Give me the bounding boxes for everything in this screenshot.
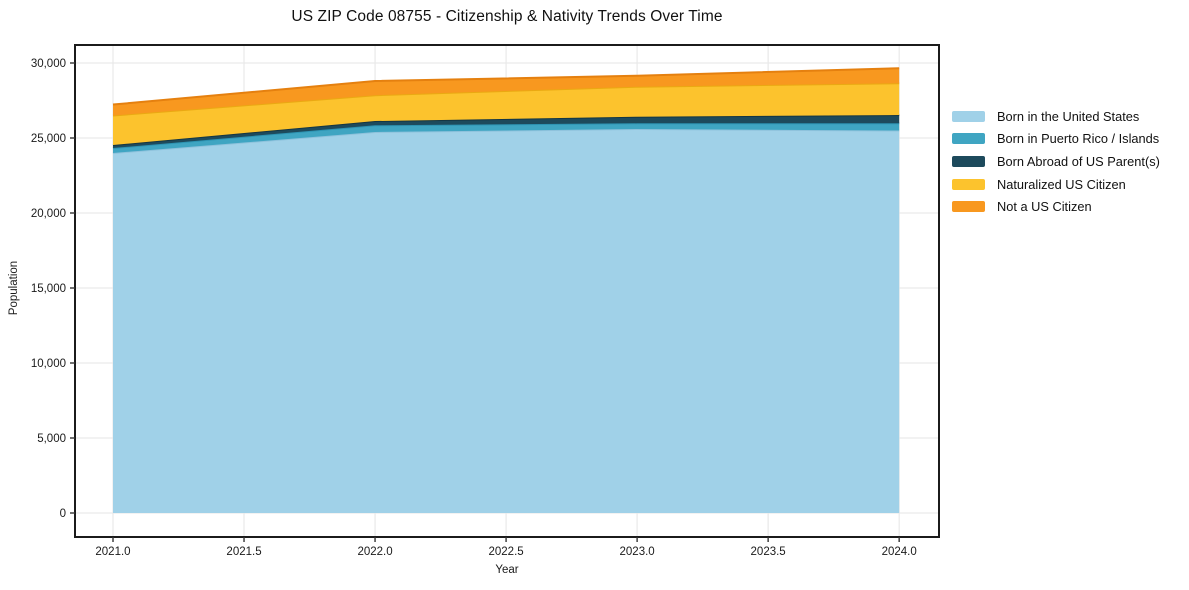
- legend-entry: Born Abroad of US Parent(s): [952, 150, 1160, 173]
- legend-swatch: [952, 155, 985, 167]
- legend-label: Born in the United States: [997, 108, 1140, 124]
- x-tick-label: 2023.5: [751, 546, 786, 558]
- legend-label: Born in Puerto Rico / Islands: [997, 131, 1160, 147]
- y-tick-label: 25,000: [31, 133, 66, 145]
- y-tick-label: 20,000: [31, 208, 66, 220]
- x-tick-label: 2022.0: [357, 546, 392, 558]
- y-tick-label: 0: [60, 508, 66, 520]
- y-tick-label: 5,000: [37, 433, 66, 445]
- area-band: [112, 83, 900, 146]
- x-tick-label: 2021.5: [226, 546, 261, 558]
- x-axis-label: Year: [495, 564, 519, 576]
- area-band: [112, 129, 900, 513]
- chart-title: US ZIP Code 08755 - Citizenship & Nativi…: [291, 8, 723, 25]
- area-band: [112, 123, 900, 153]
- legend-label: Naturalized US Citizen: [997, 176, 1126, 192]
- y-tick-label: 15,000: [31, 283, 66, 295]
- area-band: [112, 68, 900, 116]
- y-tick-label: 30,000: [31, 58, 66, 70]
- x-tick-label: 2023.0: [620, 546, 655, 558]
- y-axis-label: Population: [8, 260, 20, 316]
- legend-swatch: [952, 201, 985, 213]
- legend-entry: Born in the United States: [952, 105, 1160, 128]
- legend-swatch: [952, 110, 985, 122]
- x-tick-label: 2021.0: [95, 546, 130, 558]
- legend-label: Born Abroad of US Parent(s): [997, 153, 1160, 169]
- legend-swatch: [952, 178, 985, 190]
- legend-swatch: [952, 133, 985, 145]
- x-tick-label: 2024.0: [882, 546, 917, 558]
- legend-entry: Naturalized US Citizen: [952, 173, 1160, 196]
- area-band: [112, 115, 900, 149]
- area-band-edge: [112, 67, 900, 106]
- legend-entry: Not a US Citizen: [952, 195, 1160, 218]
- legend-entry: Born in Puerto Rico / Islands: [952, 128, 1160, 151]
- legend: Born in the United States Born in Puerto …: [952, 105, 1160, 218]
- plot-border: [74, 44, 940, 538]
- legend-label: Not a US Citizen: [997, 199, 1092, 215]
- x-tick-label: 2022.5: [488, 546, 523, 558]
- y-tick-label: 10,000: [31, 358, 66, 370]
